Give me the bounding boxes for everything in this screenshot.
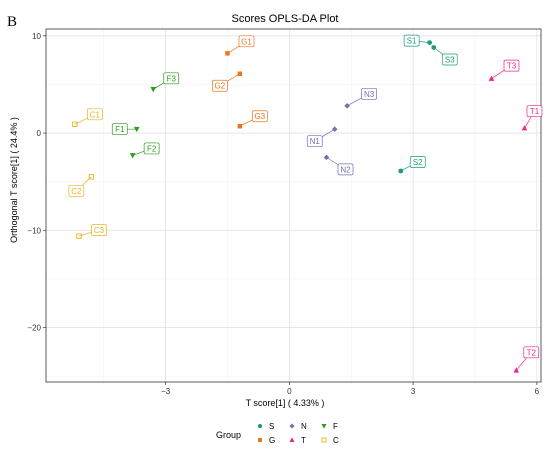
point-label: T2: [527, 348, 537, 357]
legend-key-T: [289, 437, 295, 442]
point-C1: [72, 121, 78, 127]
y-tick-label: 10: [32, 32, 41, 41]
x-tick-label: −3: [161, 387, 171, 396]
point-label: F3: [167, 74, 177, 83]
point-N3: [344, 103, 350, 109]
point-label: T1: [530, 107, 540, 116]
point-label: C1: [90, 110, 101, 119]
point-label: S1: [407, 37, 417, 46]
legend-label-T: T: [301, 436, 306, 445]
point-label-box: [68, 184, 85, 197]
point-F2: [129, 153, 136, 159]
plot-border: [45, 28, 542, 383]
point-G3: [237, 124, 243, 129]
legend-key-S: [257, 423, 263, 429]
y-axis-label: Orthogonal T score[1] ( 24.4% ): [9, 117, 19, 243]
point-N1: [331, 126, 338, 132]
point-label-box: [441, 53, 458, 66]
point-label-box: [306, 135, 323, 148]
point-C3: [76, 233, 82, 239]
point-label: G3: [255, 112, 266, 121]
point-label-box: [252, 110, 268, 123]
x-tick-label: 3: [411, 387, 416, 396]
point-label: N2: [340, 165, 351, 174]
x-tick-label: 0: [287, 387, 292, 396]
point-C2: [88, 174, 95, 180]
point-label-box: [143, 142, 160, 155]
point-G2: [237, 71, 243, 76]
point-S1: [427, 40, 433, 45]
legend-label-S: S: [269, 422, 274, 431]
point-T1: [521, 125, 528, 131]
legend-key-F: [321, 424, 327, 429]
point-label-box: [403, 34, 420, 47]
point-label: C2: [71, 187, 82, 196]
y-tick-label: −20: [27, 324, 41, 333]
chart-title: Scores OPLS-DA Plot: [232, 13, 339, 25]
point-G1: [225, 51, 230, 56]
point-label: S3: [445, 55, 455, 64]
x-axis-label: T score[1] ( 4.33% ): [246, 398, 325, 408]
legend-title: Group: [216, 430, 241, 440]
point-S2: [398, 168, 404, 174]
legend-label-G: G: [269, 436, 275, 445]
point-label: G1: [241, 37, 252, 46]
point-label: N1: [310, 137, 321, 146]
point-label-box: [212, 79, 228, 92]
legend-key-C: [321, 437, 327, 443]
point-label: C3: [94, 226, 105, 235]
legend-label-C: C: [333, 436, 339, 445]
point-label: N3: [364, 90, 375, 99]
point-label-box: [337, 163, 354, 176]
y-tick-label: 0: [37, 129, 42, 138]
panel-letter: B: [7, 14, 17, 30]
point-label-box: [163, 72, 180, 85]
y-tick-label: −10: [27, 226, 41, 235]
plot-background: [46, 29, 541, 382]
point-label: S2: [413, 158, 423, 167]
point-label-box: [91, 224, 107, 236]
legend-key-G: [258, 438, 262, 442]
point-label-box: [526, 105, 543, 118]
point-T2: [513, 367, 520, 373]
point-label-box: [87, 108, 103, 121]
point-N2: [323, 154, 330, 161]
legend-key-N: [289, 423, 295, 429]
x-tick-label: 6: [535, 387, 540, 396]
legend: Group S N F G T C: [216, 422, 339, 445]
point-label: T3: [507, 62, 517, 71]
point-label-box: [238, 35, 255, 48]
point-label-box: [523, 346, 540, 359]
point-F3: [150, 87, 157, 93]
point-T3: [488, 75, 495, 81]
point-label: F1: [115, 125, 125, 134]
point-label: F2: [147, 144, 157, 153]
point-F1: [133, 126, 140, 133]
legend-label-F: F: [333, 422, 338, 431]
point-label-box: [409, 156, 426, 168]
point-label: G2: [215, 82, 226, 91]
legend-label-N: N: [301, 422, 307, 431]
point-label-box: [361, 87, 377, 100]
plot-area: −3 0 3 6 10 0 −10 −20 S1 S3 S2 N3 N1 N2 F3 F1 F2 G1 G2 G3 T3…: [27, 28, 543, 396]
point-label-box: [111, 123, 128, 136]
point-S3: [431, 45, 437, 50]
point-label-box: [503, 59, 520, 72]
